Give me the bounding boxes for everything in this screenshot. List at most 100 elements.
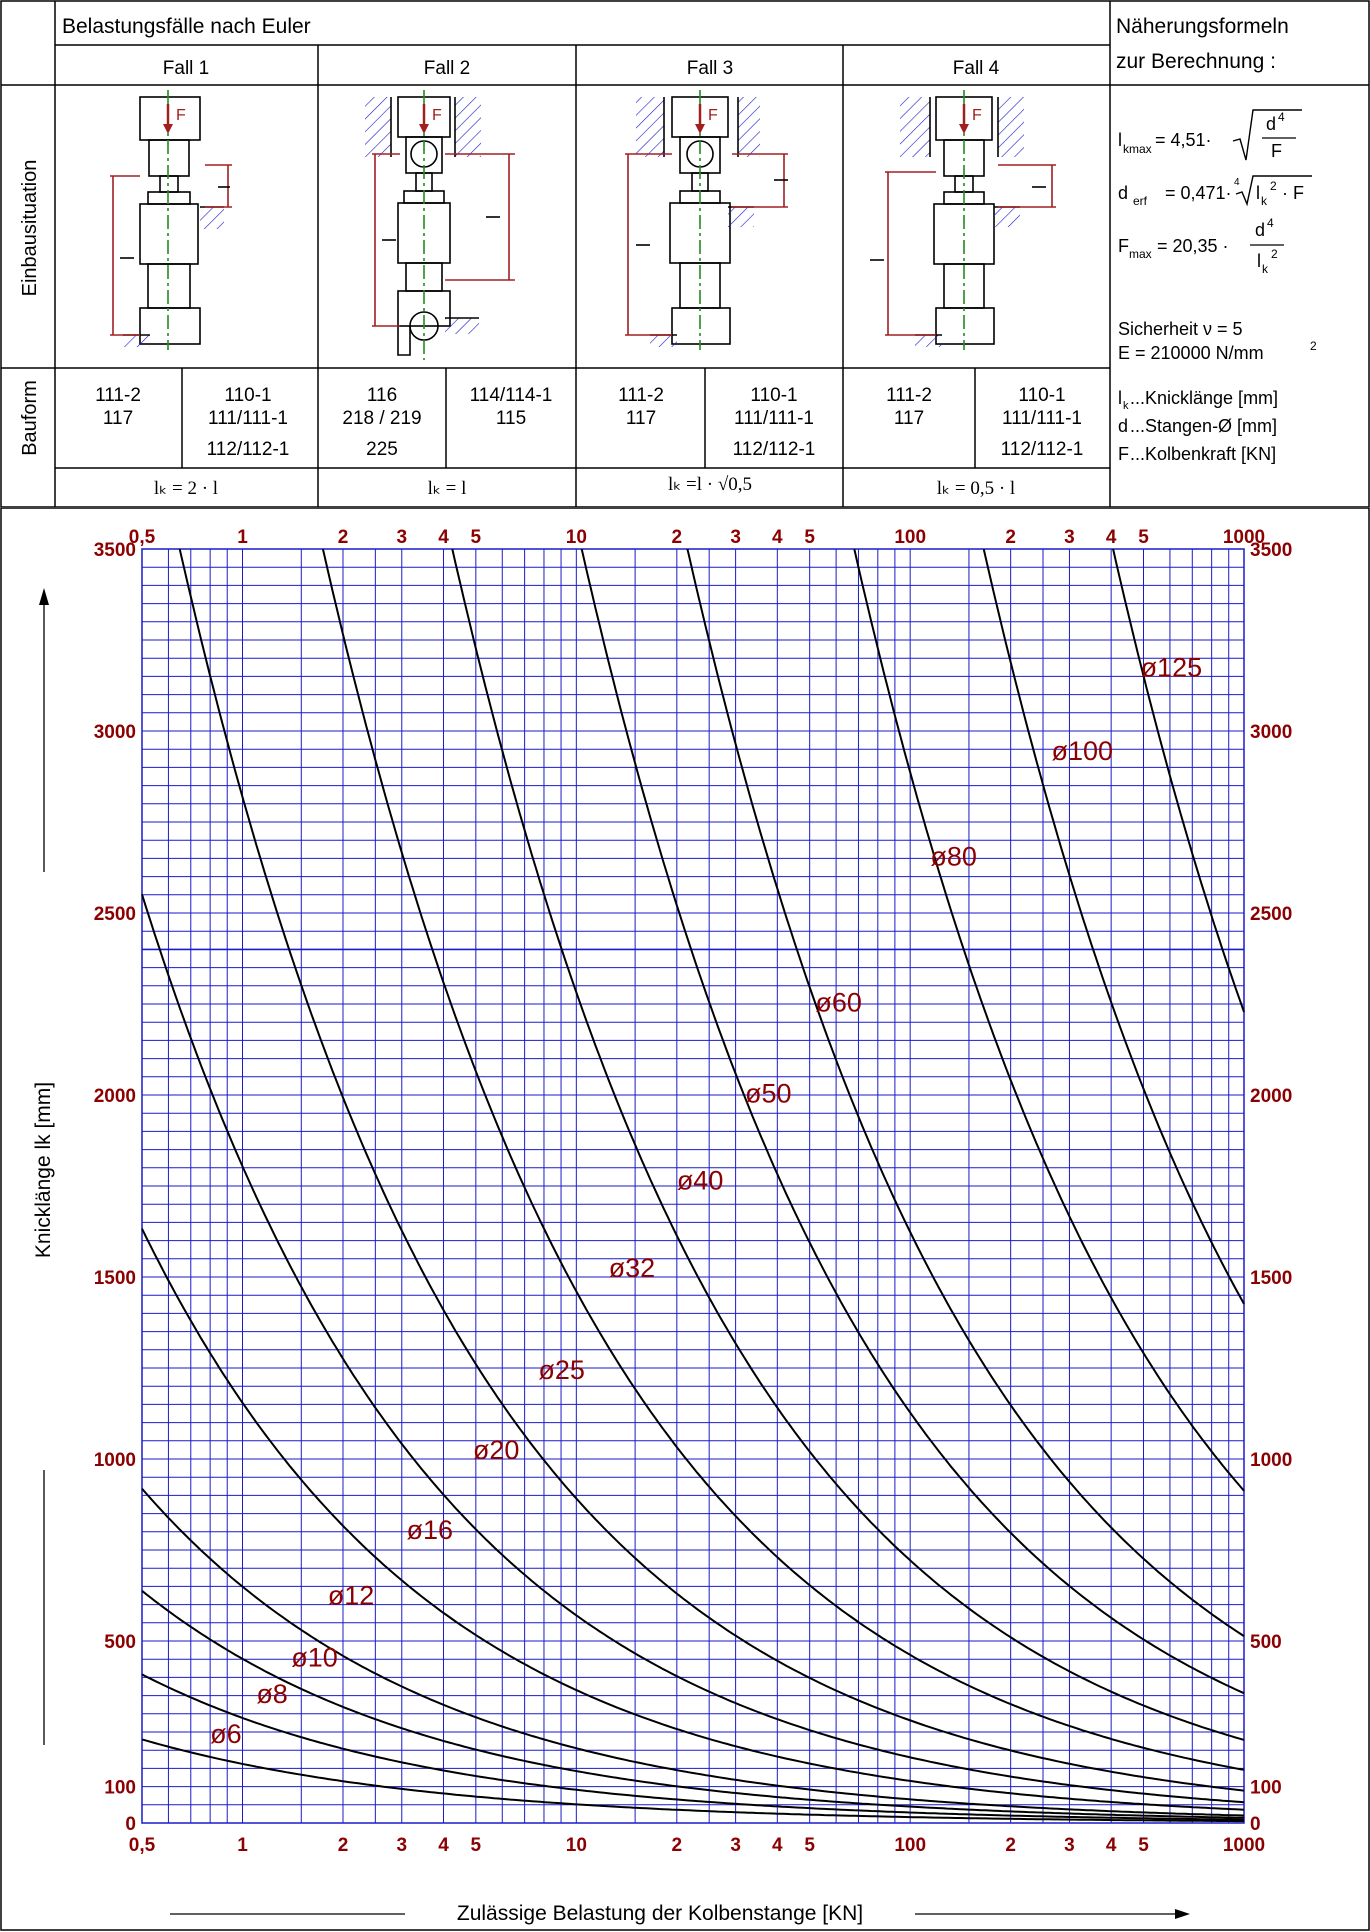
bauform-3a-line1: 111-2: [618, 385, 664, 406]
series-line-d6: [141, 1738, 1244, 1823]
x-tick-label-top: 4: [1106, 527, 1117, 548]
svg-text:d: d: [1118, 183, 1128, 203]
y-tick-label-left: 0: [125, 1814, 136, 1835]
series-label-d10: ø10: [291, 1642, 338, 1672]
bauform-2b-line1: 114/114-1: [470, 385, 553, 406]
series-line-d80: [853, 548, 1245, 1492]
bauform-3b-line2: 111/111-1: [734, 408, 814, 429]
bauform-1a-line1: 111-2: [95, 385, 141, 406]
bauform-2a-line1: 116: [367, 385, 397, 406]
y-tick-label-left: 1000: [94, 1450, 136, 1471]
bauform-1a-line2: 117: [103, 408, 133, 429]
header-table: Belastungsfälle nach Euler Näherungsform…: [0, 0, 1370, 508]
bauform-4b-line2: 111/111-1: [1002, 408, 1082, 429]
series-label-d32: ø32: [609, 1253, 656, 1283]
y-tick-label-right: 500: [1250, 1632, 1282, 1653]
svg-text:...Kolbenkraft [KN]: ...Kolbenkraft [KN]: [1130, 444, 1276, 464]
y-tick-label-right: 3500: [1250, 540, 1292, 561]
series-label-d20: ø20: [473, 1435, 520, 1465]
series-line-d60: [686, 548, 1245, 1637]
svg-text:F: F: [1118, 236, 1129, 256]
svg-text:4: 4: [1278, 110, 1285, 124]
x-tick-label-bottom: 10: [566, 1835, 587, 1856]
svg-text:F: F: [1271, 141, 1282, 161]
plot-frame: [141, 548, 1245, 1824]
case-2-sketch-icon: [365, 90, 515, 360]
legend-lk: l k ...Knicklänge [mm]: [1118, 388, 1278, 412]
series-line-d12: [141, 1488, 1245, 1817]
y-tick-label-right: 2500: [1250, 904, 1292, 925]
y-tick-label-left: 2000: [94, 1086, 136, 1107]
svg-text:· F: · F: [1282, 183, 1304, 203]
formula-lkmax: l kmax = 4,51· d 4 F: [1118, 109, 1302, 161]
series-label-d6: ø6: [210, 1719, 242, 1749]
formula-fmax: F max = 20,35 · d 4 l k 2: [1118, 216, 1284, 276]
y-tick-label-right: 100: [1250, 1778, 1282, 1799]
x-tick-label-top: 4: [438, 527, 449, 548]
chart-curves: [141, 548, 1245, 1823]
x-axis-label: Zulässige Belastung der Kolbenstange [KN…: [457, 1902, 863, 1925]
x-tick-label-top: 3: [396, 527, 407, 548]
x-tick-label-bottom: 100: [894, 1835, 926, 1856]
series-label-d80: ø80: [930, 842, 977, 872]
bauform-4b-line1: 110-1: [1018, 385, 1065, 406]
svg-text:d: d: [1255, 220, 1265, 240]
svg-text:= 0,471·: = 0,471·: [1165, 183, 1232, 203]
bauform-1b-line3: 112/112-1: [207, 439, 290, 460]
case-4-lk: lₖ = 0,5 · l: [937, 478, 1015, 499]
bauform-2a-line2: 218 / 219: [342, 408, 421, 429]
case-4-label: Fall 4: [953, 58, 1000, 79]
y-tick-label-right: 0: [1250, 1814, 1261, 1835]
x-tick-label-top: 2: [672, 527, 683, 548]
svg-text:l: l: [1118, 388, 1122, 408]
x-tick-label-top: 3: [730, 527, 741, 548]
formula-derf: d erf = 0,471· 4 l k 2 · F: [1118, 175, 1312, 208]
series-line-d100: [982, 548, 1245, 1305]
x-tick-label-top: 5: [471, 527, 482, 548]
row-label-install: Einbausituation: [19, 160, 41, 297]
bauform-2a-line3: 225: [366, 439, 398, 460]
header-title: Belastungsfälle nach Euler: [62, 15, 311, 38]
chart-grid: [141, 548, 1245, 1824]
series-line-d10: [141, 1590, 1245, 1819]
svg-text:4: 4: [1267, 216, 1274, 230]
svg-text:= 4,51·: = 4,51·: [1155, 130, 1212, 150]
legend-f: F ...Kolbenkraft [KN]: [1118, 444, 1276, 464]
x-tick-label-bottom: 2: [338, 1835, 349, 1856]
series-line-d125: [1112, 548, 1245, 1013]
x-tick-label-top: 5: [1138, 527, 1149, 548]
svg-text:l: l: [1256, 183, 1260, 203]
x-tick-label-top: 1000: [1223, 527, 1265, 548]
x-tick-label-top: 1: [237, 527, 248, 548]
svg-text:2: 2: [1271, 247, 1278, 261]
x-tick-label-bottom: 4: [1106, 1835, 1117, 1856]
series-line-d20: [141, 894, 1245, 1804]
bauform-3a-line2: 117: [626, 408, 656, 429]
case-3-force-label: F: [708, 107, 718, 124]
svg-text:l: l: [1118, 130, 1122, 150]
y-axis-label: Knicklänge lk [mm]: [32, 1082, 55, 1258]
svg-text:k: k: [1262, 262, 1269, 276]
bauform-3b-line1: 110-1: [750, 385, 797, 406]
y-tick-label-left: 2500: [94, 904, 136, 925]
bauform-3b-line3: 112/112-1: [733, 439, 816, 460]
formula-title-2: zur Berechnung :: [1116, 50, 1276, 73]
x-tick-label-bottom: 5: [1138, 1835, 1149, 1856]
svg-text:d: d: [1266, 114, 1276, 134]
row-label-bauform: Bauform: [19, 380, 41, 456]
chart-tick-labels: 0,50,51122334455101022334455100100223344…: [94, 527, 1293, 1856]
x-tick-label-top: 100: [894, 527, 926, 548]
svg-text:...Stangen-Ø [mm]: ...Stangen-Ø [mm]: [1130, 416, 1277, 436]
bauform-1b-line2: 111/111-1: [208, 408, 288, 429]
x-tick-label-bottom: 1000: [1223, 1835, 1265, 1856]
x-tick-label-bottom: 3: [396, 1835, 407, 1856]
y-tick-label-right: 2000: [1250, 1086, 1292, 1107]
case-1-lk: lₖ = 2 · l: [154, 478, 218, 499]
x-tick-label-bottom: 0,5: [129, 1835, 156, 1856]
series-line-d8: [141, 1673, 1245, 1821]
formula-title-1: Näherungsformeln: [1116, 15, 1289, 38]
y-axis-title: Knicklänge lk [mm]: [32, 588, 55, 1745]
case-1-force-label: F: [176, 107, 186, 124]
series-label-d25: ø25: [538, 1355, 585, 1385]
